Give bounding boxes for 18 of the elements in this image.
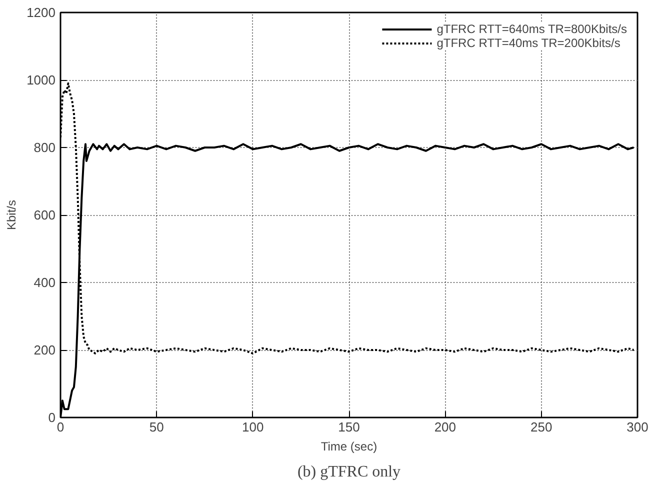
- y-tick-label: 400: [34, 275, 56, 290]
- y-tick-label: 0: [48, 410, 56, 425]
- y-tick-label: 200: [34, 342, 56, 358]
- x-tick-label: 250: [530, 420, 552, 434]
- x-tick-label: 150: [338, 420, 360, 434]
- y-tick-label: 1000: [26, 72, 56, 88]
- x-axis-title: Time (sec): [320, 440, 378, 454]
- y-tick-label: 1200: [26, 5, 56, 20]
- y-tick-label: 800: [34, 140, 56, 155]
- x-tick-label: 50: [149, 420, 164, 434]
- x-tick-label: 100: [242, 420, 264, 434]
- legend-label: gTFRC RTT=40ms TR=200Kbits/s: [436, 36, 620, 50]
- legend-label: gTFRC RTT=640ms TR=800Kbits/s: [436, 22, 627, 36]
- y-axis-title: Kbit/s: [4, 200, 19, 230]
- text: (b) gTFRC only: [297, 464, 401, 480]
- x-tick-label: 200: [434, 420, 456, 434]
- y-tick-label: 600: [34, 208, 56, 222]
- x-tick-label: 300: [626, 420, 648, 434]
